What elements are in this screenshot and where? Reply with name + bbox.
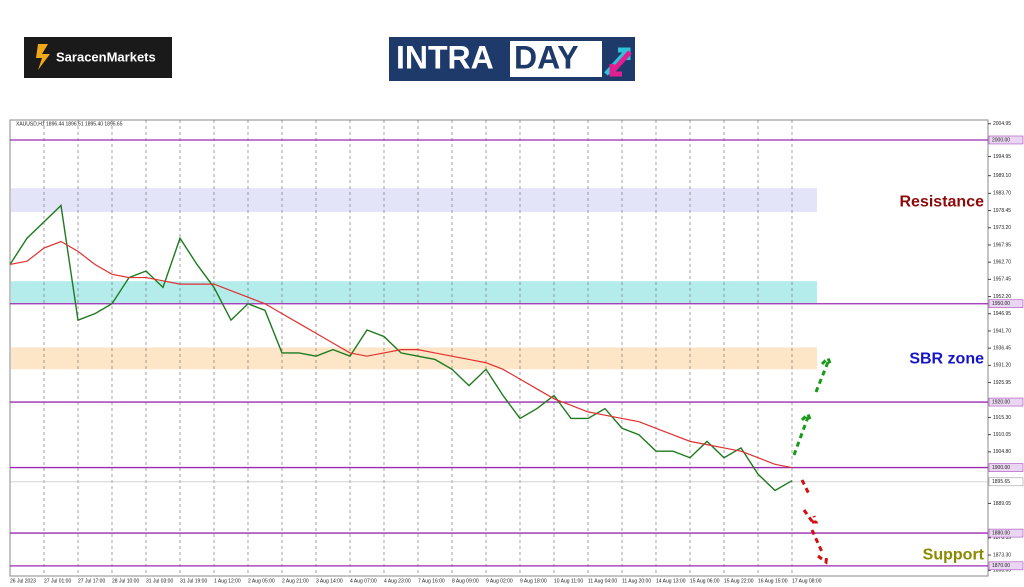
level-label-box <box>988 135 1024 145</box>
level-label-box <box>988 463 1024 472</box>
y-tick-label: 2004.95 <box>993 121 1011 127</box>
x-tick-label: 14 Aug 13:00 <box>656 578 686 584</box>
price-line <box>9 204 793 492</box>
x-tick-label: 9 Aug 18:00 <box>520 578 547 584</box>
x-tick-label: 27 Jul 17:00 <box>78 578 105 584</box>
arrow-up-1 <box>792 411 813 456</box>
x-tick-label: 9 Aug 02:00 <box>486 578 513 584</box>
y-tick-label: 1904.80 <box>993 449 1011 455</box>
logo-icon <box>36 44 50 70</box>
chart-header: XAUUSD,H1 1896.44 1896.51 1895.40 1895.6… <box>16 121 123 127</box>
plot: 26 Jul 2023 27 Jul 01:00 27 Jul 17:00 28 Ju… <box>9 120 1024 584</box>
level-label-box <box>988 477 1024 487</box>
level-label: 1870.00 <box>992 563 1010 569</box>
intraday-arrow-down <box>609 50 632 77</box>
intraday-day-box <box>510 41 602 77</box>
x-tick-label: 15 Aug 06:00 <box>690 578 720 584</box>
level-label-box <box>988 299 1024 309</box>
arrow-down-2 <box>810 529 829 565</box>
x-tick-label: 8 Aug 09:00 <box>452 578 479 584</box>
intraday-right: DAY <box>514 39 579 75</box>
y-tick-label: 1889.05 <box>993 501 1011 507</box>
y-tick-label: 1878.55 <box>993 535 1011 541</box>
level-label-box <box>988 561 1024 571</box>
level-label: 2000.00 <box>992 137 1010 143</box>
y-tick-label: 1931.20 <box>993 363 1011 369</box>
y-tick-label: 1941.70 <box>993 328 1011 334</box>
y-tick-label: 1873.30 <box>993 552 1011 558</box>
y-tick-label: 1962.70 <box>993 260 1011 266</box>
annotation: Support <box>923 546 985 563</box>
zone <box>11 281 817 304</box>
level-label-box <box>988 397 1024 407</box>
x-tick-label: 28 Jul 10:00 <box>112 578 139 584</box>
x-tick-label: 31 Jul 03:00 <box>146 578 173 584</box>
logo-box <box>24 37 172 78</box>
x-tick-label: 2 Aug 21:00 <box>282 578 309 584</box>
y-tick-label: 1957.45 <box>993 277 1011 283</box>
level-label: 1895.65 <box>992 479 1010 485</box>
x-tick-label: 11 Aug 04:00 <box>588 578 617 584</box>
y-tick-label: 1978.45 <box>993 208 1011 214</box>
level-label: 1920.00 <box>992 399 1010 405</box>
level-label: 1900.00 <box>992 465 1010 471</box>
x-tick-label: 4 Aug 23:00 <box>384 578 411 584</box>
y-tick-label: 1967.95 <box>993 242 1011 248</box>
zone <box>11 188 817 213</box>
x-tick-label: 2 Aug 05:00 <box>248 578 275 584</box>
y-tick-label: 1946.95 <box>993 311 1011 317</box>
y-tick-label: 1973.20 <box>993 225 1011 231</box>
x-tick-label: 15 Aug 22:00 <box>724 578 754 584</box>
y-tick-label: 1989.10 <box>993 173 1011 179</box>
x-tick-label: 11 Aug 20:00 <box>622 578 651 584</box>
x-tick-label: 26 Jul 2023 <box>10 578 36 584</box>
y-tick-label: 1994.95 <box>993 154 1011 160</box>
level-label: 1880.00 <box>992 530 1010 536</box>
x-tick-label: 1 Aug 12:00 <box>214 578 241 584</box>
x-tick-label: 16 Aug 15:00 <box>758 578 788 584</box>
y-tick-label: 1915.30 <box>993 415 1011 421</box>
y-tick-label: 1910.05 <box>993 432 1011 438</box>
y-tick-label: 1925.95 <box>993 380 1011 386</box>
logo-text: SaracenMarkets <box>56 49 156 64</box>
x-tick-label: 17 Aug 08:00 <box>792 578 822 584</box>
intraday-left: INTRA <box>396 39 494 75</box>
x-tick-label: 3 Aug 14:00 <box>316 578 343 584</box>
annotation: SBR zone <box>909 351 984 368</box>
level-label-box <box>988 528 1024 538</box>
y-tick-label: 1936.45 <box>993 345 1011 351</box>
annotation: Resistance <box>900 193 985 210</box>
y-tick-label: 1868.65 <box>993 568 1011 574</box>
arrow-down-1 <box>800 479 819 525</box>
level-label: 1950.00 <box>992 301 1010 307</box>
moving-average <box>9 240 793 469</box>
zone <box>11 347 817 370</box>
x-tick-label: 31 Jul 19:00 <box>180 578 207 584</box>
x-tick-label: 7 Aug 16:00 <box>418 578 445 584</box>
arrow-up-2 <box>814 355 833 393</box>
x-tick-label: 4 Aug 07:00 <box>350 578 377 584</box>
y-tick-label: 1952.20 <box>993 294 1011 300</box>
y-tick-label: 1983.70 <box>993 191 1011 197</box>
x-tick-label: 10 Aug 11:00 <box>554 578 583 584</box>
x-tick-label: 27 Jul 01:00 <box>44 578 71 584</box>
